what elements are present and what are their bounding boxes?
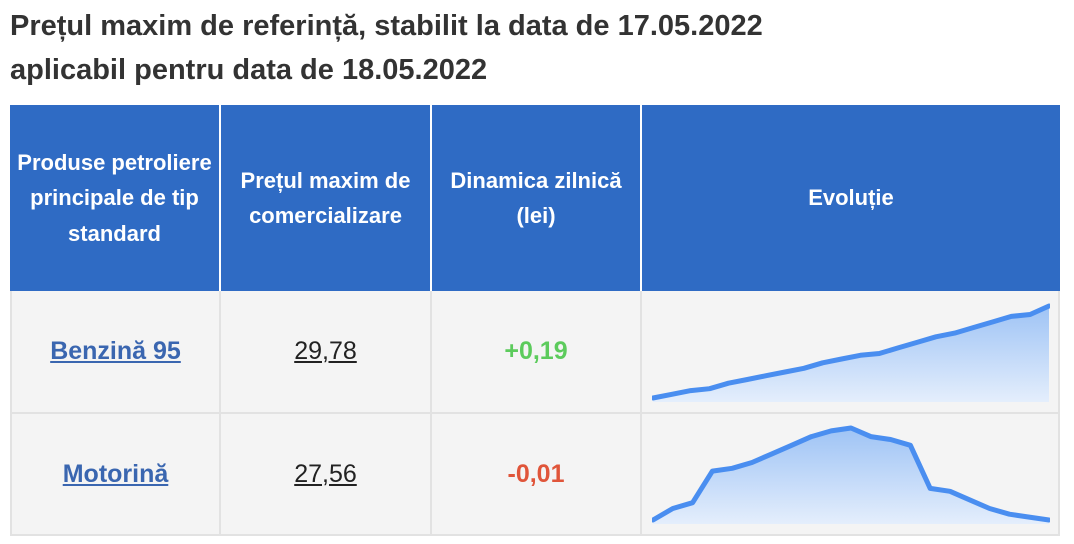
header-cell: Produse petroliere principale de tip sta… [10,105,221,291]
change-cell: +0,19 [432,291,642,414]
change-value: -0,01 [507,459,565,488]
price-link[interactable]: 27,56 [294,459,357,488]
product-link[interactable]: Motorină [62,459,169,488]
change-value: +0,19 [504,337,568,365]
product-cell: Motorină [10,414,221,536]
product-link[interactable]: Benzină 95 [50,337,181,365]
price-link[interactable]: 29,78 [294,337,357,365]
price-cell: 29,78 [221,291,432,414]
sparkline [652,303,1050,402]
title: aplicabil pentru data de 18.05.2022 [10,54,488,86]
header-cell: Evoluție [642,105,1060,291]
sparkline-area [653,306,1049,402]
product-cell: Benzină 95 [10,291,221,414]
price-cell: 27,56 [221,414,432,536]
change-cell: -0,01 [432,414,642,536]
sparkline [652,425,1050,524]
sparkline-line [652,425,1050,523]
header-cell: Dinamica zilnică (lei) [432,105,642,291]
sparkline-area [653,428,1049,524]
header-cell: Prețul maxim de comercializare [221,105,432,291]
sparkline-line [652,303,1050,401]
title: Prețul maxim de referință, stabilit la d… [10,10,763,42]
